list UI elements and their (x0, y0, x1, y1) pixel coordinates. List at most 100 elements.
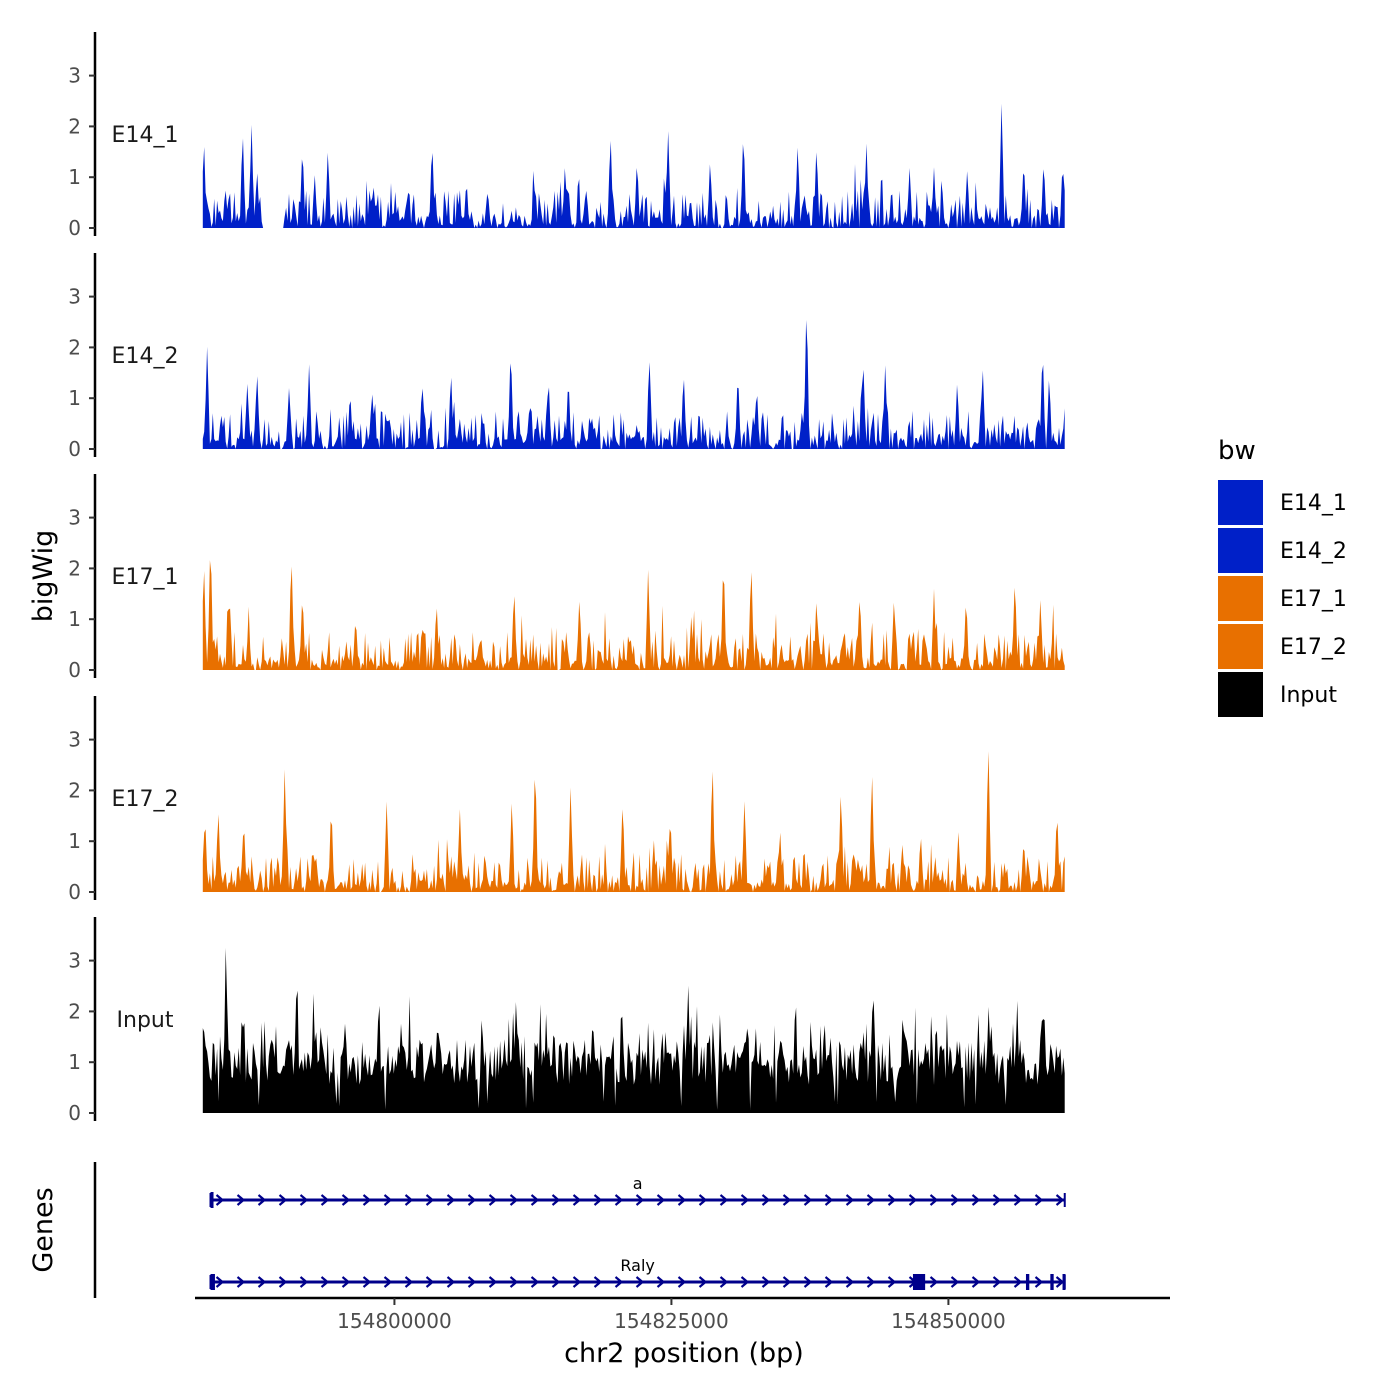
strand-arrow (362, 1276, 372, 1288)
strand-arrow (740, 1194, 750, 1206)
track-label-E17_1: E17_1 (112, 565, 179, 590)
track-Input: 0 1 2 3 Input (68, 917, 1065, 1125)
y-tick-label: 0 (68, 880, 81, 904)
y-tick-label: 1 (68, 386, 81, 410)
signal-area-E17_2 (202, 751, 1065, 892)
strand-arrow (908, 1194, 918, 1206)
strand-arrow (425, 1194, 435, 1206)
strand-arrow (950, 1276, 960, 1288)
strand-arrow (614, 1276, 624, 1288)
strand-arrow (1034, 1194, 1044, 1206)
strand-arrow (929, 1276, 939, 1288)
strand-arrow (509, 1194, 519, 1206)
legend-label-Input: Input (1280, 683, 1337, 708)
strand-arrow (593, 1194, 603, 1206)
signal-area-E14_1 (202, 103, 1065, 228)
strand-arrow (257, 1194, 267, 1206)
strand-arrow (761, 1194, 771, 1206)
exon (210, 1274, 215, 1290)
strand-arrow (887, 1276, 897, 1288)
strand-arrow (320, 1194, 330, 1206)
strand-arrow (278, 1276, 288, 1288)
strand-arrow (404, 1194, 414, 1206)
exon (1050, 1274, 1054, 1290)
strand-arrow (467, 1194, 477, 1206)
signal-area-Input (202, 947, 1065, 1113)
signal-area-E17_1 (202, 560, 1065, 670)
y-tick-label: 2 (68, 335, 81, 359)
y-tick-label: 0 (68, 658, 81, 682)
genes-panel-title: Genes (28, 1187, 59, 1272)
strand-arrow (803, 1194, 813, 1206)
gene-label: a (633, 1174, 643, 1193)
legend-title: bw (1218, 436, 1256, 466)
strand-arrow (530, 1276, 540, 1288)
y-tick-label: 3 (68, 64, 81, 88)
strand-arrow (971, 1194, 981, 1206)
strand-arrow (635, 1276, 645, 1288)
x-axis-title: chr2 position (bp) (564, 1338, 804, 1369)
strand-arrow (278, 1194, 288, 1206)
strand-arrow (1055, 1276, 1065, 1288)
legend-key-E17_2 (1218, 624, 1263, 669)
strand-arrow (1013, 1276, 1023, 1288)
y-tick-label: 2 (68, 114, 81, 138)
strand-arrow (446, 1194, 456, 1206)
strand-arrow (1034, 1276, 1044, 1288)
strand-arrow (425, 1276, 435, 1288)
exon (1025, 1274, 1030, 1290)
track-E14_1: 0 1 2 3 E14_1 (68, 32, 1065, 240)
strand-arrow (614, 1194, 624, 1206)
strand-arrow (824, 1194, 834, 1206)
legend-key-E17_1 (1218, 576, 1263, 621)
legend-key-E14_1 (1218, 480, 1263, 525)
track-panels: 0 1 2 3 E14_1 0 1 2 3 E14_2 0 1 2 3 E17_1 0 1 2 3 E17_2 0 1 2 3… (68, 32, 1065, 1125)
strand-arrow (299, 1276, 309, 1288)
strand-arrow (698, 1276, 708, 1288)
legend-label-E14_2: E14_2 (1280, 539, 1347, 564)
strand-arrow (677, 1194, 687, 1206)
genes-panel: Genes a Raly (28, 1162, 1066, 1298)
track-label-E17_2: E17_2 (112, 787, 179, 812)
y-tick-label: 0 (68, 216, 81, 240)
gene-label: Raly (620, 1256, 654, 1275)
y-tick-label: 2 (68, 999, 81, 1023)
track-E17_1: 0 1 2 3 E17_1 (68, 474, 1065, 682)
strand-arrow (782, 1194, 792, 1206)
strand-arrow (467, 1276, 477, 1288)
y-tick-label: 3 (68, 949, 81, 973)
track-label-E14_1: E14_1 (112, 123, 179, 148)
y-tick-label: 0 (68, 437, 81, 461)
strand-arrow (866, 1276, 876, 1288)
strand-arrow (971, 1276, 981, 1288)
strand-arrow (215, 1276, 225, 1288)
strand-arrow (530, 1194, 540, 1206)
track-E14_2: 0 1 2 3 E14_2 (68, 253, 1065, 461)
strand-arrow (446, 1276, 456, 1288)
strand-arrow (887, 1194, 897, 1206)
strand-arrow (572, 1276, 582, 1288)
legend-label-E17_1: E17_1 (1280, 587, 1347, 612)
y-tick-label: 2 (68, 556, 81, 580)
strand-arrow (362, 1194, 372, 1206)
gene-Raly: Raly (209, 1256, 1066, 1290)
x-tick-label: 154825000 (614, 1309, 729, 1333)
strand-arrow (509, 1276, 519, 1288)
track-E17_2: 0 1 2 3 E17_2 (68, 696, 1065, 904)
strand-arrow (551, 1194, 561, 1206)
x-tick-label: 154800000 (337, 1309, 452, 1333)
track-label-E14_2: E14_2 (112, 344, 179, 369)
strand-arrow (845, 1276, 855, 1288)
y-tick-label: 3 (68, 285, 81, 309)
x-tick-label: 154850000 (891, 1309, 1006, 1333)
strand-arrow (698, 1194, 708, 1206)
strand-arrow (404, 1276, 414, 1288)
strand-arrow (236, 1194, 246, 1206)
strand-arrow (740, 1276, 750, 1288)
strand-arrow (488, 1276, 498, 1288)
strand-arrow (383, 1276, 393, 1288)
strand-arrow (992, 1276, 1002, 1288)
strand-arrow (866, 1194, 876, 1206)
strand-arrow (656, 1194, 666, 1206)
